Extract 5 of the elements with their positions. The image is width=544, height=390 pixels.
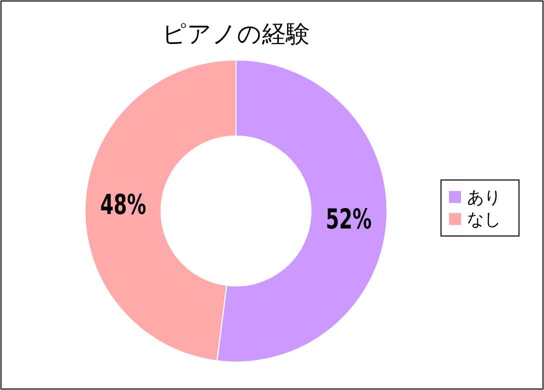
legend-label: あり <box>467 188 501 207</box>
data-label: 52% <box>326 202 372 236</box>
chart-title: ピアノの経験 <box>162 22 310 48</box>
data-label: 48% <box>100 188 146 222</box>
legend-label: なし <box>467 210 501 229</box>
